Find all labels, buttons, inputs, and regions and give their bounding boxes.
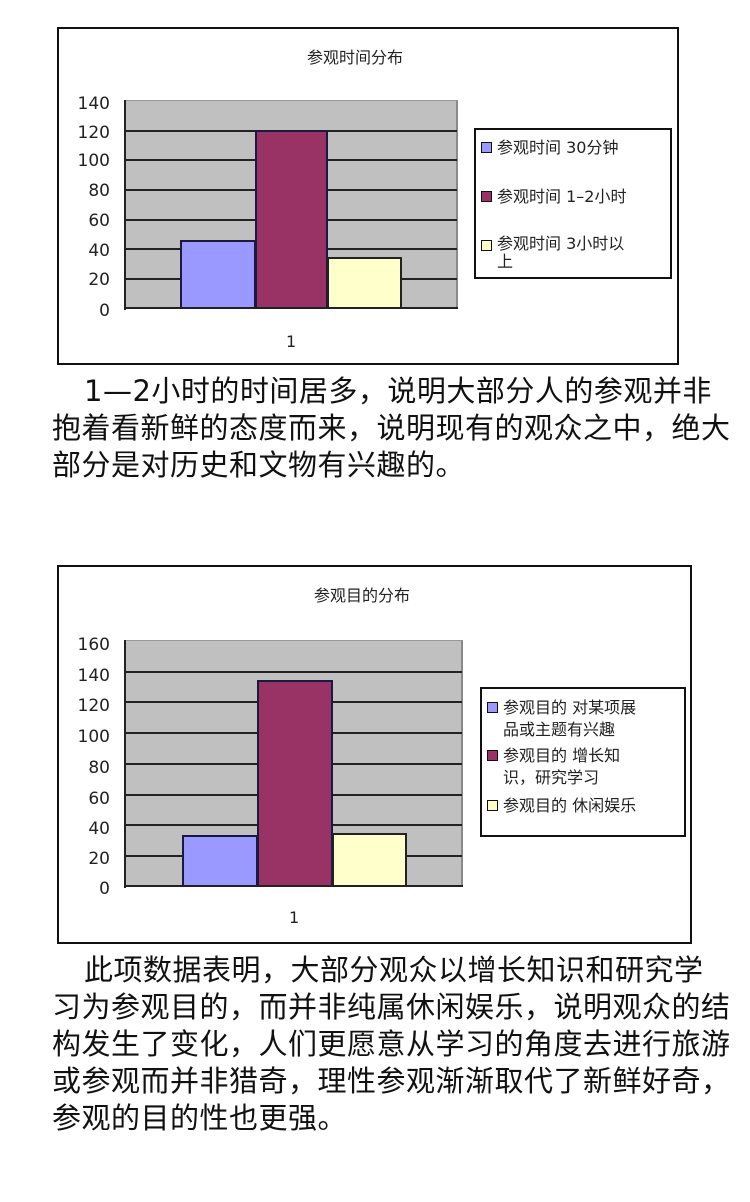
- y-tick: 140: [77, 94, 110, 114]
- chart-title: 参观时间分布: [307, 48, 404, 67]
- legend: [474, 128, 672, 279]
- legend-swatch-icon: [481, 191, 492, 202]
- legend-swatch-icon: [487, 702, 498, 713]
- y-tick: 20: [88, 849, 110, 869]
- legend-label-line: 上: [497, 252, 514, 271]
- legend-swatch-icon: [481, 142, 492, 153]
- legend-label: 参观目的 对某项展 品或主题有兴趣: [503, 697, 636, 741]
- y-tick: 160: [77, 635, 110, 655]
- bar-knowledge-study: [257, 680, 333, 886]
- gridline-140: [125, 671, 462, 673]
- legend-label-line: 参观时间 3小时以: [497, 234, 625, 253]
- x-axis-line: [124, 307, 458, 309]
- analysis-paragraph-purpose: 此项数据表明，大部分观众以增长知识和研究学习为参观目的，而并非纯属休闲娱乐，说明…: [52, 953, 731, 1135]
- y-axis-line: [124, 100, 126, 310]
- bar-3h-plus: [327, 257, 402, 308]
- y-tick: 80: [88, 758, 110, 778]
- legend-label-line: 参观目的 对某项展: [503, 698, 637, 717]
- x-axis-line: [124, 885, 463, 887]
- y-tick: 120: [77, 123, 110, 143]
- legend-item-1-2h: 参观时间 1–2小时: [481, 186, 626, 208]
- legend-item-interest-exhibit: 参观目的 对某项展 品或主题有兴趣: [487, 697, 636, 741]
- y-tick: 60: [88, 211, 110, 231]
- legend: [480, 687, 686, 837]
- y-tick: 40: [88, 819, 110, 839]
- legend-swatch-icon: [487, 800, 498, 811]
- legend-label: 参观目的 增长知 识，研究学习: [503, 745, 620, 789]
- y-axis-line: [124, 640, 126, 888]
- x-category-label: 1: [289, 908, 300, 927]
- legend-label-line: 品或主题有兴趣: [503, 720, 616, 739]
- y-tick: 0: [99, 301, 110, 321]
- analysis-paragraph-duration: 1—2小时的时间居多，说明大部分人的参观并非抱着看新鲜的态度而来，说明现有的观众…: [52, 374, 731, 482]
- bar-1-2h: [255, 130, 328, 308]
- y-tick: 20: [88, 270, 110, 290]
- y-tick: 120: [77, 696, 110, 716]
- bar-interest-exhibit: [182, 835, 258, 886]
- x-category-label: 1: [286, 332, 297, 351]
- legend-label: 参观时间 1–2小时: [497, 187, 627, 206]
- chart-title: 参观目的分布: [314, 586, 411, 605]
- y-tick: 0: [99, 879, 110, 899]
- y-tick: 100: [77, 727, 110, 747]
- legend-item-leisure: 参观目的 休闲娱乐: [487, 795, 636, 817]
- legend-item-3h-plus: 参观时间 3小时以 上: [481, 235, 624, 271]
- legend-swatch-icon: [481, 240, 492, 251]
- legend-label: 参观时间 3小时以 上: [497, 235, 624, 271]
- bar-leisure: [332, 833, 407, 886]
- legend-item-30min: 参观时间 30分钟: [481, 137, 618, 159]
- legend-swatch-icon: [487, 750, 498, 761]
- y-tick: 60: [88, 789, 110, 809]
- legend-label-line: 识，研究学习: [503, 768, 600, 787]
- bar-30min: [180, 240, 256, 308]
- legend-item-knowledge-study: 参观目的 增长知 识，研究学习: [487, 745, 620, 789]
- legend-label: 参观目的 休闲娱乐: [503, 796, 637, 815]
- y-tick: 140: [77, 666, 110, 686]
- legend-label: 参观时间 30分钟: [497, 138, 619, 157]
- y-tick: 40: [88, 241, 110, 261]
- y-tick: 80: [88, 181, 110, 201]
- legend-label-line: 参观目的 增长知: [503, 746, 621, 765]
- y-tick: 100: [77, 151, 110, 171]
